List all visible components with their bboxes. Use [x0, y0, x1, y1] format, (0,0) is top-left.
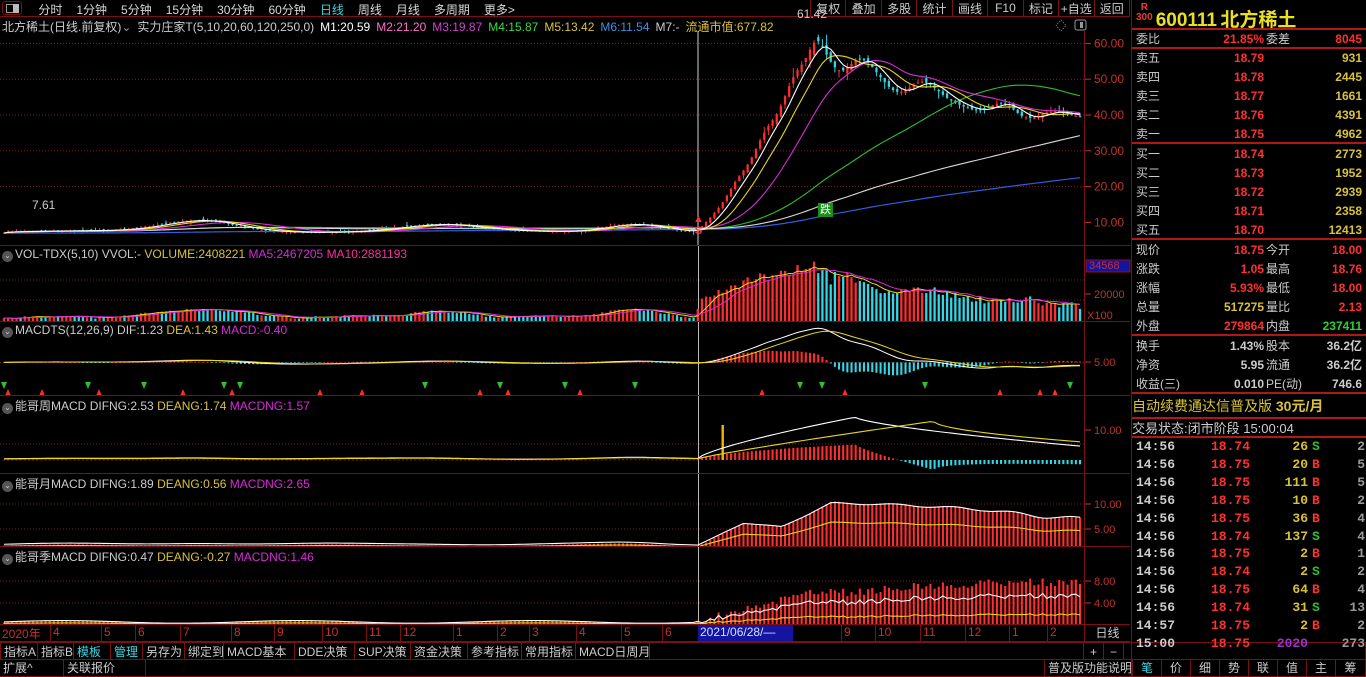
- svg-text:50.00: 50.00: [1094, 72, 1124, 86]
- svg-text:X100: X100: [1087, 310, 1113, 322]
- svg-text:20000: 20000: [1094, 289, 1125, 301]
- svg-text:40.00: 40.00: [1094, 108, 1124, 122]
- svg-text:8.00: 8.00: [1094, 576, 1115, 588]
- svg-text:20.00: 20.00: [1094, 180, 1124, 194]
- svg-text:10.00: 10.00: [1094, 425, 1122, 437]
- svg-text:60.00: 60.00: [1094, 36, 1124, 50]
- svg-text:5.00: 5.00: [1094, 357, 1115, 369]
- svg-text:5.00: 5.00: [1094, 524, 1115, 536]
- svg-text:4.00: 4.00: [1094, 598, 1115, 610]
- svg-text:10.00: 10.00: [1094, 215, 1124, 229]
- svg-text:10.00: 10.00: [1094, 499, 1122, 511]
- svg-text:34568: 34568: [1089, 260, 1120, 272]
- svg-text:30.00: 30.00: [1094, 144, 1124, 158]
